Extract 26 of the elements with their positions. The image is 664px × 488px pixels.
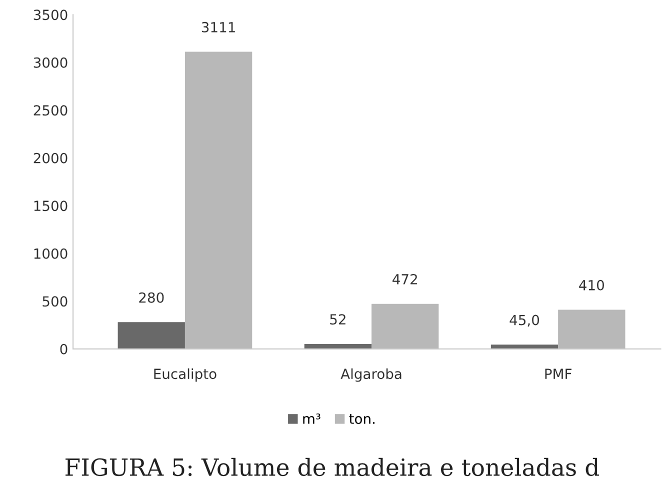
y-tick-label: 0 bbox=[60, 344, 68, 354]
y-tick-label: 1500 bbox=[34, 200, 68, 212]
y-tick-label: 2000 bbox=[34, 152, 68, 164]
y-tick-label: 500 bbox=[42, 296, 68, 307]
legend-label: m³ bbox=[303, 414, 320, 424]
data-label: 410 bbox=[579, 280, 604, 290]
legend-label: ton. bbox=[349, 414, 374, 424]
bar bbox=[304, 344, 372, 349]
x-tick-label: Algaroba bbox=[340, 368, 402, 382]
x-tick-label: PMF bbox=[545, 368, 572, 379]
y-tick-label: 3000 bbox=[34, 57, 68, 68]
data-label: 472 bbox=[392, 274, 417, 284]
y-tick-label: 3500 bbox=[34, 10, 68, 20]
data-label: 45,0 bbox=[510, 314, 540, 327]
bar bbox=[490, 344, 558, 349]
bar bbox=[184, 52, 252, 349]
data-label: 52 bbox=[330, 314, 346, 325]
text: FIGURA 5: Volume de madeira e toneladas d bbox=[66, 458, 600, 476]
x-tick-label: Eucalipto bbox=[154, 368, 216, 382]
y-tick-label: 2500 bbox=[34, 105, 68, 116]
bar bbox=[372, 304, 439, 349]
y-tick-label: 1000 bbox=[34, 248, 68, 259]
bar bbox=[118, 322, 185, 349]
bar bbox=[558, 310, 626, 349]
data-label: 280 bbox=[139, 292, 164, 303]
data-label: 3111 bbox=[202, 22, 235, 32]
